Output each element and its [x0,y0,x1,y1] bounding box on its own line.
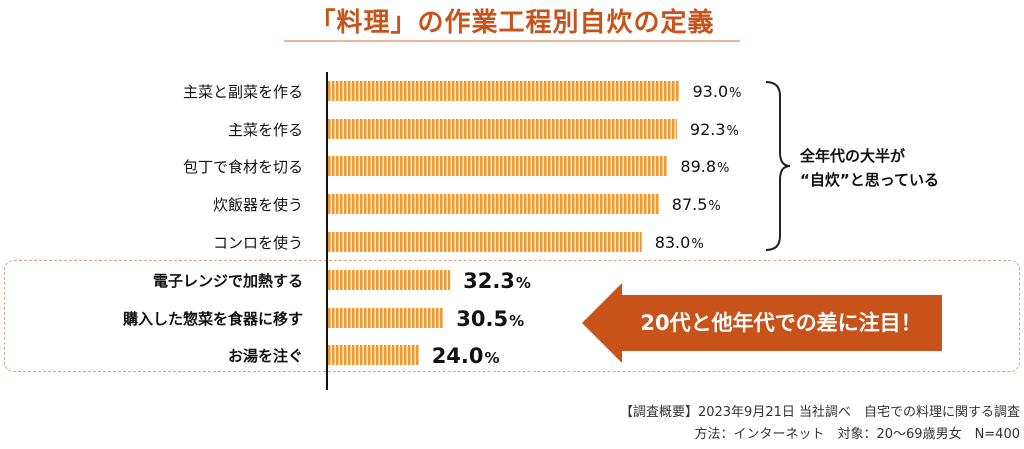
bar [328,81,680,101]
brace-annotation-line-2: “自炊”と思っている [800,171,939,189]
bar [328,308,444,328]
category-label: 主菜と副菜を作る [183,83,303,101]
bar [328,345,419,365]
chart-title: 「料理」の作業工程別自炊の定義 [309,8,715,38]
bar [328,194,659,214]
category-label: お湯を注ぐ [228,347,303,365]
callout-text: 20代と他年代での差に注目！ [640,311,922,335]
value-label: 93.0% [693,82,742,101]
category-label: 電子レンジで加熱する [153,272,303,290]
category-label: 購入した惣菜を食器に移す [122,310,303,328]
category-label: 包丁で食材を切る [183,158,303,176]
brace-annotation-line-1: 全年代の大半が [800,147,906,165]
value-label: 30.5% [456,307,524,331]
survey-footnote: 【調査概要】2023年9月21日 当社調べ 自宅での料理に関する調査 方法：イン… [620,402,1020,446]
title-underline [284,40,740,42]
value-label: 89.8% [680,157,729,176]
category-label: 炊飯器を使う [213,196,303,214]
category-label: 主菜を作る [228,121,303,139]
footnote-line-2: 方法：インターネット 対象：20～69歳男女 N=400 [694,427,1020,442]
footnote-line-1: 【調査概要】2023年9月21日 当社調べ 自宅での料理に関する調査 [619,405,1020,420]
callout-arrow: 20代と他年代での差に注目！ [582,283,942,363]
category-label: コンロを使う [213,234,303,252]
arrow-left-icon [582,283,942,363]
brace-annotation: 全年代の大半が “自炊”と思っている [800,144,1000,192]
value-label: 83.0% [655,233,704,252]
bar [328,119,677,139]
value-label: 92.3% [690,120,739,139]
bar [328,156,668,176]
value-label: 87.5% [672,195,721,214]
value-label: 32.3% [463,269,531,293]
highlight-box [4,260,1020,372]
brace-icon [765,81,790,251]
bar [328,232,642,252]
value-label: 24.0% [432,344,500,368]
bar [328,270,451,290]
